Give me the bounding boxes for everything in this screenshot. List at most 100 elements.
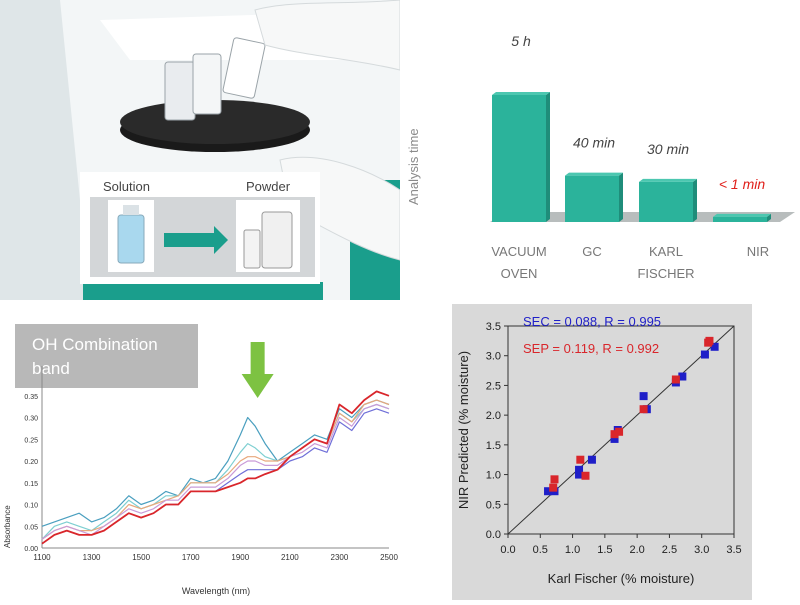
oh-band-arrow — [241, 342, 274, 398]
bar-category-label-1: GC — [582, 244, 602, 259]
spectrum-series-3 — [41, 403, 390, 540]
scatter-point-series-0 — [710, 342, 719, 351]
spectrum-y-tick: 0.35 — [24, 394, 38, 401]
nir-vs-kf-chart: 0.0 0.5 1.0 1.5 2.0 2.5 3.0 3.5 0.0 0.5 1.0 1.5 2.0 2… — [452, 304, 752, 600]
bar-category-labels: VACUUM OVEN GC KARL FISCHER NIR — [491, 244, 769, 281]
scatter-x-tick: 3.5 — [726, 544, 741, 556]
spectrum-series-2 — [41, 399, 390, 540]
inset-solution-label: Solution — [103, 179, 150, 194]
scatter-point-series-1 — [705, 336, 714, 345]
scatter-point-series-0 — [610, 434, 619, 443]
inset-powder-label: Powder — [246, 179, 291, 194]
bar-top-1 — [565, 172, 623, 176]
scatter-x-tick: 0.0 — [500, 544, 515, 556]
spectrum-y-tick: 0.00 — [24, 546, 38, 553]
bar-top-2 — [639, 178, 697, 182]
spectrum-y-tick: 0.30 — [24, 416, 38, 423]
scatter-point-series-0 — [587, 455, 596, 464]
spectrum-x-tick: 1700 — [182, 553, 200, 562]
spectrum-series-5 — [41, 390, 390, 545]
spectrum-y-tick: 0.10 — [24, 503, 38, 510]
spectrum-x-tick: 1300 — [83, 553, 101, 562]
scatter-y-tick: 3.0 — [486, 351, 501, 363]
instrument-teal-base — [83, 282, 323, 300]
bar-series — [492, 92, 771, 222]
scatter-svg: 0.0 0.5 1.0 1.5 2.0 2.5 3.0 3.5 0.0 0.5 1.0 1.5 2.0 2… — [456, 314, 742, 586]
bar-side-3 — [767, 213, 771, 222]
spectrum-x-tick: 1900 — [231, 553, 249, 562]
solution-vial — [117, 214, 145, 264]
scatter-x-axis-label: Karl Fischer (% moisture) — [548, 571, 695, 586]
scatter-y-tick: 2.0 — [486, 410, 501, 422]
scatter-point-series-0 — [544, 487, 553, 496]
spectrum-y-tick: 0.20 — [24, 459, 38, 466]
scatter-y-tick: 1.5 — [486, 440, 501, 452]
scatter-point-series-1 — [549, 483, 558, 492]
scatter-point-series-1 — [581, 471, 590, 480]
bar-3 — [713, 216, 767, 222]
scatter-y-axis-label: NIR Predicted (% moisture) — [456, 351, 471, 509]
sec-annotation: SEC = 0.088, R = 0.995 — [523, 314, 661, 329]
spectrum-lines — [41, 390, 390, 545]
scatter-point-series-0 — [639, 392, 648, 401]
bar-2 — [639, 181, 693, 222]
powder-vial-large — [261, 211, 293, 269]
bar-category-label-2: KARL — [649, 244, 683, 259]
bar-side-2 — [693, 178, 697, 222]
spectrum-x-tick: 2500 — [380, 553, 398, 562]
scatter-y-tick: 3.5 — [486, 321, 501, 333]
bar-y-axis-label: Analysis time — [406, 128, 421, 205]
bar-category-label-0: VACUUM — [491, 244, 546, 259]
bar-category-label-0: OVEN — [501, 266, 538, 281]
bar-value-label-0: 5 h — [511, 33, 531, 49]
spectrum-svg: OH Combination band 1100 1300 1500 1700 1900… — [3, 324, 398, 596]
scatter-y-tick: 0.5 — [486, 499, 501, 511]
scatter-x-tick: 2.0 — [629, 544, 644, 556]
bar-side-1 — [619, 172, 623, 222]
scatter-axes: 0.0 0.5 1.0 1.5 2.0 2.5 3.0 3.5 0.0 0.5 1.0 1.5 2.0 2… — [486, 321, 742, 556]
scatter-x-tick: 0.5 — [533, 544, 548, 556]
scatter-point-series-1 — [610, 430, 619, 439]
bar-value-label-1: 40 min — [573, 135, 615, 151]
spectrum-series-4 — [41, 408, 390, 545]
spectrum-y-tick: 0.15 — [24, 481, 38, 488]
bar-category-label-3: NIR — [747, 244, 769, 259]
vial-held — [222, 37, 266, 99]
oh-band-title-line2: band — [32, 359, 70, 378]
spectrum-x-tick: 2300 — [331, 553, 349, 562]
scatter-x-tick: 2.5 — [662, 544, 677, 556]
scatter-x-tick: 1.0 — [565, 544, 580, 556]
scatter-point-series-0 — [700, 350, 709, 359]
bar-value-label-3: < 1 min — [719, 176, 766, 192]
scatter-y-tick: 0.0 — [486, 529, 501, 541]
spectrum-y-tick: 0.25 — [24, 437, 38, 444]
powder-vial-small — [243, 229, 261, 269]
instrument-illustration: Solution Powder — [0, 0, 400, 300]
bar-top-0 — [492, 92, 550, 95]
oh-band-title-line1: OH Combination — [32, 335, 158, 354]
spectrum-y-tick: 0.05 — [24, 524, 38, 531]
scatter-point-series-0 — [678, 372, 687, 381]
scatter-plot-frame — [507, 325, 735, 535]
scatter-point-series-1 — [639, 405, 648, 414]
scatter-point-series-0 — [575, 470, 584, 479]
bar-value-label-2: 30 min — [647, 141, 689, 157]
scatter-points — [544, 336, 719, 496]
scatter-x-tick: 1.5 — [597, 544, 612, 556]
nir-spectrum-chart: OH Combination band 1100 1300 1500 1700 1900… — [0, 318, 400, 600]
analysis-time-chart: Analysis time 5 h 40 min 30 min < 1 min VAC… — [400, 0, 800, 300]
scatter-point-series-1 — [671, 375, 680, 384]
sep-annotation: SEP = 0.119, R = 0.992 — [523, 341, 659, 356]
bar-1 — [565, 175, 619, 222]
spectrum-x-axis-label: Wavelength (nm) — [182, 586, 250, 596]
bar-top-3 — [713, 213, 771, 217]
spectrum-axes: 1100 1300 1500 1700 1900 2100 2300 2500 0.00 0.05… — [24, 366, 398, 562]
bar-value-labels: 5 h 40 min 30 min < 1 min — [511, 33, 765, 192]
oh-band-title-box — [15, 324, 198, 388]
bar-category-label-2: FISCHER — [637, 266, 694, 281]
instrument-photo: Solution Powder — [0, 0, 400, 300]
scatter-x-tick: 3.0 — [694, 544, 709, 556]
spectrum-x-tick: 1500 — [132, 553, 150, 562]
vial-2 — [192, 53, 222, 115]
scatter-y-tick: 2.5 — [486, 380, 501, 392]
